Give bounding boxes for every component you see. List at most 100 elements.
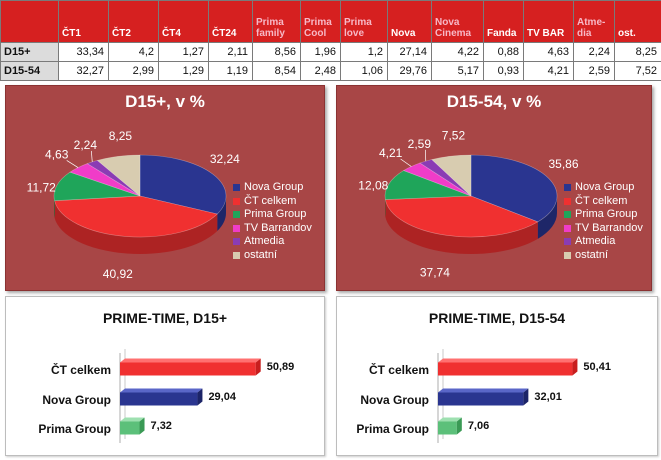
table-cell: 0,88 [483,42,524,62]
pie-slice-prima-group [384,170,472,200]
table-cell: 4,2 [108,42,159,62]
pie-data-labels: 32,24 40,92 11,72 4,63 2,24 8,25 [27,129,241,281]
bar-prima-group [120,421,140,435]
pie-data-label-ostatni: 7,52 [442,129,466,143]
pie-leader-line [66,160,79,168]
pie-slices [384,154,558,238]
legend-swatch [564,238,571,246]
pie-slice-ostatni [96,154,141,197]
column-header: Fanda [483,0,524,43]
column-header: ČT1 [58,0,109,43]
table-cell: 1,29 [158,61,209,81]
pie-data-label-nova-group: 35,86 [548,157,578,171]
table-cell: 8,56 [252,42,301,62]
pie-data-label-atmedia: 2,59 [408,137,432,151]
legend-swatch [233,238,240,246]
column-header: Prima Cool [300,0,341,43]
legend-swatch [233,224,240,232]
bar-top-nova-group [120,388,203,393]
bar-category-label: Prima Group [356,422,429,436]
pie-chart-d15-54: 35,86 37,74 12,08 4,21 2,59 7,52 D15-54, v % … [336,85,652,291]
table-cell: 7,52 [614,61,661,81]
legend-item-prima-group: Prima Group [233,208,312,222]
pie-data-label-ostatni: 8,25 [109,129,133,143]
legend-label: Prima Group [244,208,307,220]
table-cell: 1,2 [340,42,388,62]
bar-top--t-celkem [120,358,261,363]
pie-chart-d15-plus: 32,24 40,92 11,72 4,63 2,24 8,25 D15+, v % No… [5,85,325,291]
legend-label: TV Barrandov [244,221,312,234]
table-cell: 4,22 [431,42,484,62]
legend-item-tv-barrandov: TV Barrandov [564,222,643,236]
table-cell: 27,14 [387,42,432,62]
legend-item-atmedia: Atmedia [564,235,643,249]
bar-category-label: Prima Group [38,422,111,436]
pie-data-label-ct-celkem: 37,74 [420,265,450,279]
table-cell: 2,48 [300,61,341,81]
column-header: Nova [387,0,432,43]
legend-label: Atmedia [244,235,285,247]
table-cell: 4,63 [523,42,574,62]
pie-slice-ct-celkem [384,195,539,238]
legend-swatch [233,197,240,205]
legend-label: ČT celkem [575,194,628,207]
bar-series: 50,41 32,01 7,06 [438,358,611,435]
pie-data-labels: 35,86 37,74 12,08 4,21 2,59 7,52 [358,129,579,280]
row-label: D15+ [0,42,59,62]
legend-label: ČT celkem [244,194,297,207]
bar--t-celkem [120,362,256,376]
pie-slice-side-ct-celkem [54,200,218,254]
legend-swatch [233,184,240,192]
table-cell: 1,27 [158,42,209,62]
table-row: D15+ 33,34 4,2 1,27 2,11 8,56 1,96 1,2 2… [0,42,661,62]
legend-item-nova-group: Nova Group [564,181,643,195]
table-cell: 2,59 [573,61,615,81]
bar-category-label: ČT celkem [369,362,429,377]
pie-leader-line [400,158,412,167]
legend-item-ct-celkem: ČT celkem [233,195,312,209]
bar--t-celkem [438,362,573,376]
column-header: ČT4 [158,0,209,43]
pie-slice-ct-celkem [54,195,218,238]
pie-chart-canvas: 32,24 40,92 11,72 4,63 2,24 8,25 [27,129,241,281]
column-header: ČT2 [108,0,159,43]
legend-item-ostatni: ostatní [233,249,312,263]
bar-chart-title: PRIME-TIME, D15+ [102,310,228,326]
bar-side-nova-group [523,388,529,406]
legend-item-tv-barrandov: TV Barrandov [233,222,312,236]
pie-chart-title: D15+, v % [125,92,205,111]
share-table: ČT1 ČT2 ČT4 ČT24 Prima family Prima Cool… [0,0,661,81]
table-header-row: ČT1 ČT2 ČT4 ČT24 Prima family Prima Cool… [0,0,661,43]
bar-top-prima-group [120,417,145,422]
column-header: ČT24 [208,0,253,43]
bar-chart-prime-time-d15-plus: PRIME-TIME, D15+ 50,89 29,04 7,32 ČT celkem… [5,296,325,456]
column-header: ost. [614,0,661,43]
pie-legend: Nova Group ČT celkem Prima Group TV Barr… [564,181,643,262]
legend-label: Nova Group [244,181,304,193]
legend-item-atmedia: Atmedia [233,235,312,249]
table-cell: 2,99 [108,61,159,81]
pie-data-label-prima-group: 11,72 [27,180,56,194]
legend-label: TV Barrandov [575,221,643,234]
pie-slice-tv-barrandov [69,163,141,197]
bar-nova-group [120,392,198,406]
table-cell: 0,93 [483,61,524,81]
bar-prima-group [438,421,457,435]
bar-side--t-celkem [572,358,578,376]
table-cell: 32,27 [58,61,109,81]
legend-swatch [564,224,571,232]
pie-data-label-ct-celkem: 40,92 [103,267,133,281]
table-cell: 29,76 [387,61,432,81]
column-header: Prima love [340,0,388,43]
table-corner-cell [0,0,59,43]
pie-slice-ostatni [431,154,472,197]
table-cell: 1,06 [340,61,388,81]
pie-slice-nova-group [470,154,558,223]
pie-slice-side-nova-group [537,196,557,239]
table-cell: 8,54 [252,61,301,81]
legend-swatch [564,184,571,192]
bar-side-prima-group [456,417,462,435]
table-cell: 2,11 [208,42,253,62]
pie-chart-title: D15-54, v % [446,92,542,111]
bar-top-nova-group [438,388,529,393]
